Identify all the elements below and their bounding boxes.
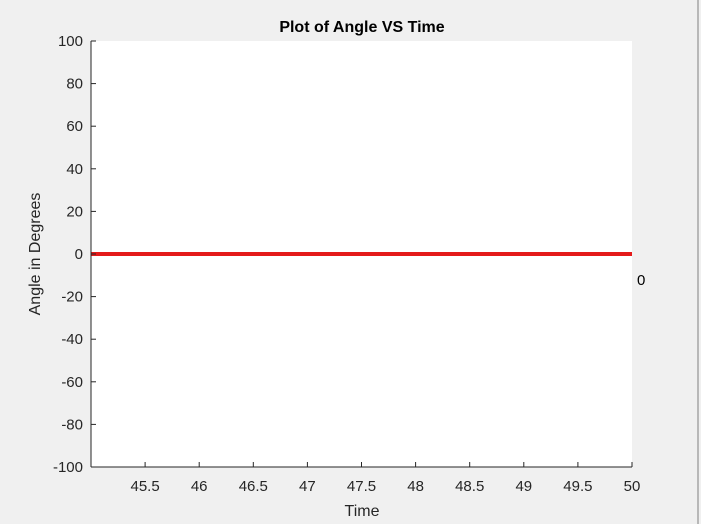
x-tick-label: 47 [299, 478, 316, 495]
x-axis-title: Time [345, 503, 380, 520]
y-tick-label: 60 [66, 118, 83, 135]
y-tick-label: -60 [61, 374, 83, 391]
y-tick-label: 100 [58, 33, 83, 50]
y-tick-label: 0 [75, 246, 83, 263]
y-tick-label: -80 [61, 416, 83, 433]
x-ticks: 45.5 46 46.5 47 47.5 48 48.5 49 49.5 50 [130, 462, 640, 495]
y-tick-label: -20 [61, 289, 83, 306]
x-tick-label: 49 [515, 478, 532, 495]
x-tick-label: 50 [624, 478, 641, 495]
x-tick-label: 45.5 [130, 478, 159, 495]
x-tick-label: 47.5 [347, 478, 376, 495]
x-tick-label: 49.5 [563, 478, 592, 495]
y-axis-title: Angle in Degrees [27, 193, 44, 316]
x-tick-label: 48.5 [455, 478, 484, 495]
end-value-annotation: 0 [637, 272, 645, 289]
x-tick-label: 46.5 [239, 478, 268, 495]
window-edge [697, 0, 699, 524]
y-tick-label: -100 [53, 459, 83, 476]
x-tick-label: 48 [407, 478, 424, 495]
y-tick-label: -40 [61, 331, 83, 348]
chart-title: Plot of Angle VS Time [279, 19, 444, 36]
x-tick-label: 46 [191, 478, 208, 495]
y-tick-label: 20 [66, 203, 83, 220]
y-ticks: 100 80 60 40 20 0 -20 -40 -60 -80 -100 [53, 33, 96, 476]
y-tick-label: 40 [66, 161, 83, 178]
y-tick-label: 80 [66, 76, 83, 93]
